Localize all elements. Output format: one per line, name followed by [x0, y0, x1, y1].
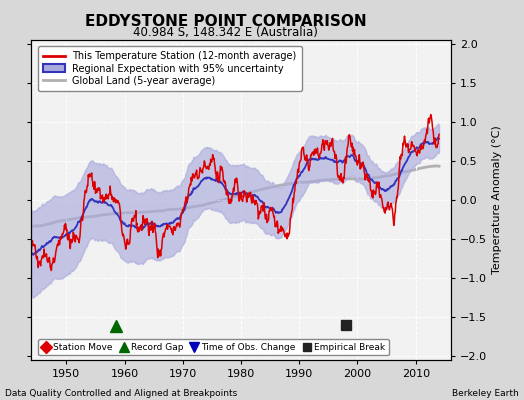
Legend: Station Move, Record Gap, Time of Obs. Change, Empirical Break: Station Move, Record Gap, Time of Obs. C…	[38, 339, 389, 356]
Text: Berkeley Earth: Berkeley Earth	[452, 389, 519, 398]
Text: Data Quality Controlled and Aligned at Breakpoints: Data Quality Controlled and Aligned at B…	[5, 389, 237, 398]
Text: EDDYSTONE POINT COMPARISON: EDDYSTONE POINT COMPARISON	[84, 14, 366, 29]
Text: 40.984 S, 148.342 E (Australia): 40.984 S, 148.342 E (Australia)	[133, 26, 318, 39]
Y-axis label: Temperature Anomaly (°C): Temperature Anomaly (°C)	[493, 126, 503, 274]
